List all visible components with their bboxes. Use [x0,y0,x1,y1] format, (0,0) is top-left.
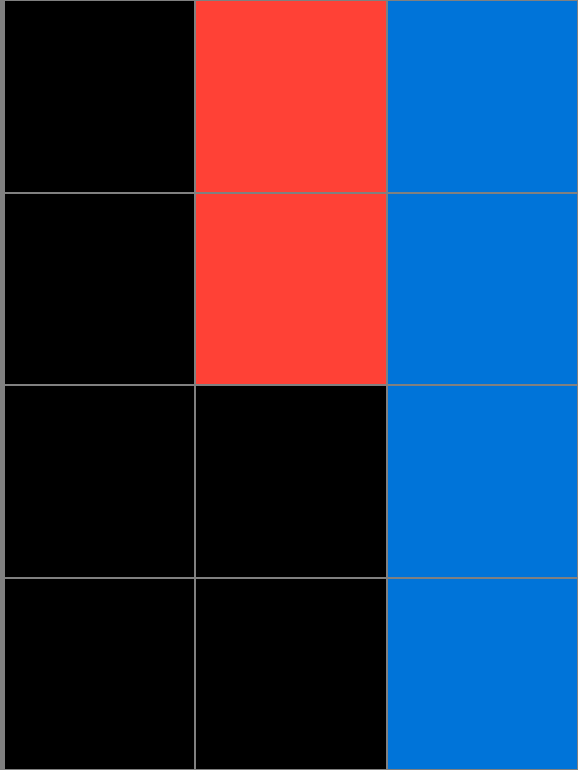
grid-cell-r2-c2[interactable] [387,386,577,577]
grid-cell-r1-c2[interactable] [387,193,577,384]
grid-cell-r2-c1[interactable] [196,386,386,577]
grid-cell-r0-c2[interactable] [387,1,577,192]
grid-cell-r3-c1[interactable] [196,578,386,769]
grid-cell-r1-c0[interactable] [5,193,195,384]
grid-cell-r3-c2[interactable] [387,578,577,769]
grid-cell-r0-c1[interactable] [196,1,386,192]
grid-cell-r1-c1[interactable] [196,193,386,384]
grid-cell-r2-c0[interactable] [5,386,195,577]
grid-cell-r0-c0[interactable] [5,1,195,192]
grid-cell-r3-c0[interactable] [5,578,195,769]
